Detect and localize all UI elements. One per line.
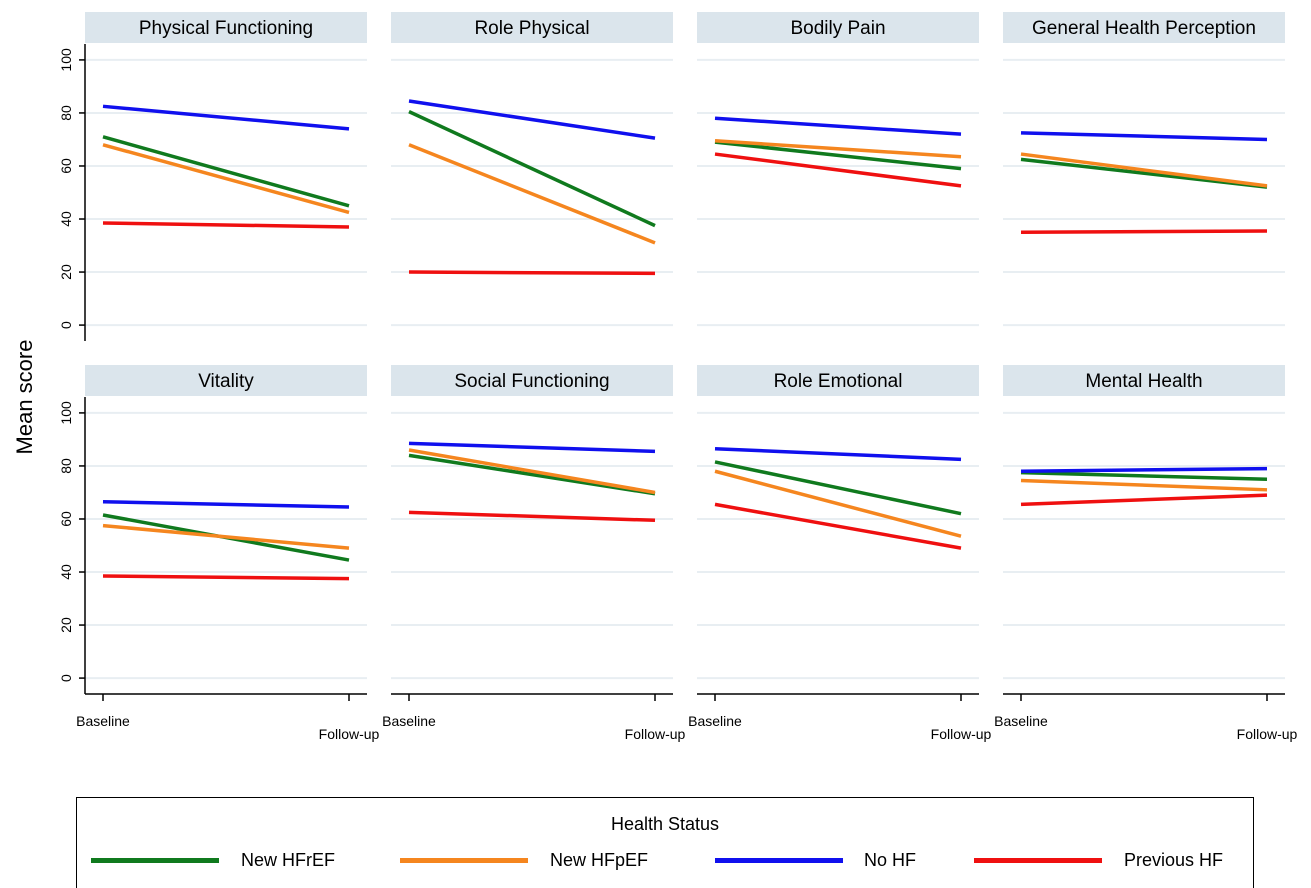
x-tick-label: Baseline [688, 713, 742, 729]
panels-group: Physical Functioning 0 20 40 60 80 100 Role Phy… [58, 12, 1298, 742]
series-line-new-hfpef [103, 145, 349, 213]
legend-item-new-hfpef [400, 847, 528, 873]
series-line-no-hf [1021, 469, 1267, 472]
legend-label: Previous HF [1124, 847, 1223, 873]
series-line-new-hfpef [1021, 481, 1267, 490]
legend-swatch [974, 858, 1102, 863]
legend-label: New HFpEF [550, 847, 648, 873]
y-tick-label: 100 [58, 48, 74, 72]
panel-title: General Health Perception [1032, 18, 1256, 39]
legend-swatch [715, 858, 843, 863]
series-line-new-hfpef [1021, 154, 1267, 186]
y-tick-label: 20 [58, 264, 74, 280]
y-tick-label: 60 [58, 511, 74, 527]
panel-physical-functioning: Physical Functioning 0 20 40 60 80 100 [58, 12, 367, 341]
series-line-new-hfpef [409, 450, 655, 492]
series-line-no-hf [715, 118, 961, 134]
legend: Health Status New HFrEF New HFpEF No HF … [76, 797, 1254, 888]
y-tick-label: 0 [58, 674, 74, 682]
x-tick-label: Follow-up [625, 726, 686, 742]
series-line-previous-hf [103, 223, 349, 227]
panel-general-health-perception: General Health Perception [1003, 12, 1285, 325]
series-line-no-hf [1021, 133, 1267, 140]
panel-title: Vitality [198, 371, 254, 392]
series-line-previous-hf [1021, 231, 1267, 232]
series-line-previous-hf [715, 154, 961, 186]
series-line-no-hf [715, 449, 961, 460]
y-tick-label: 80 [58, 458, 74, 474]
series-line-no-hf [409, 443, 655, 451]
panel-role-emotional: Role Emotional Baseline Follow-up [688, 365, 991, 742]
series-line-new-hfref [103, 137, 349, 206]
series-line-new-hfref [715, 462, 961, 514]
series-line-new-hfref [409, 455, 655, 493]
legend-label: New HFrEF [241, 847, 335, 873]
y-tick-label: 40 [58, 564, 74, 580]
series-line-no-hf [409, 101, 655, 138]
series-line-new-hfref [1021, 473, 1267, 480]
series-line-no-hf [103, 502, 349, 507]
panel-title: Bodily Pain [790, 18, 885, 39]
series-line-previous-hf [103, 576, 349, 579]
y-axis-title: Mean score [12, 340, 37, 455]
panel-mental-health: Mental Health Baseline Follow-up [994, 365, 1297, 742]
panel-role-physical: Role Physical [391, 12, 673, 325]
legend-label: No HF [864, 847, 916, 873]
x-tick-label: Baseline [76, 713, 130, 729]
legend-item-no-hf [715, 847, 843, 873]
panel-social-functioning: Social Functioning Baseline Follow-up [382, 365, 685, 742]
legend-title: Health Status [77, 814, 1253, 835]
series-line-new-hfpef [103, 526, 349, 549]
x-tick-label: Follow-up [319, 726, 380, 742]
x-tick-label: Baseline [382, 713, 436, 729]
panel-title: Social Functioning [454, 371, 609, 392]
panel-title: Role Emotional [774, 371, 903, 392]
y-tick-label: 80 [58, 105, 74, 121]
series-line-previous-hf [1021, 495, 1267, 504]
panel-bodily-pain: Bodily Pain [697, 12, 979, 325]
y-tick-label: 40 [58, 211, 74, 227]
series-line-no-hf [103, 106, 349, 129]
panel-title: Physical Functioning [139, 18, 313, 39]
legend-swatch [400, 858, 528, 863]
panel-vitality: Vitality 0 20 40 60 80 100 Baseline Follow-up [58, 365, 380, 742]
legend-item-new-hfref [91, 847, 219, 873]
panel-title: Role Physical [474, 18, 589, 39]
y-tick-label: 100 [58, 401, 74, 425]
y-tick-label: 0 [58, 321, 74, 329]
panel-title: Mental Health [1085, 371, 1202, 392]
series-line-previous-hf [409, 272, 655, 273]
x-tick-label: Baseline [994, 713, 1048, 729]
x-tick-label: Follow-up [1237, 726, 1298, 742]
legend-item-previous-hf [974, 847, 1102, 873]
legend-swatch [91, 858, 219, 863]
series-line-new-hfref [409, 112, 655, 226]
series-line-new-hfpef [409, 145, 655, 243]
y-tick-label: 60 [58, 158, 74, 174]
series-line-new-hfref [1021, 159, 1267, 187]
y-tick-label: 20 [58, 617, 74, 633]
x-tick-label: Follow-up [931, 726, 992, 742]
